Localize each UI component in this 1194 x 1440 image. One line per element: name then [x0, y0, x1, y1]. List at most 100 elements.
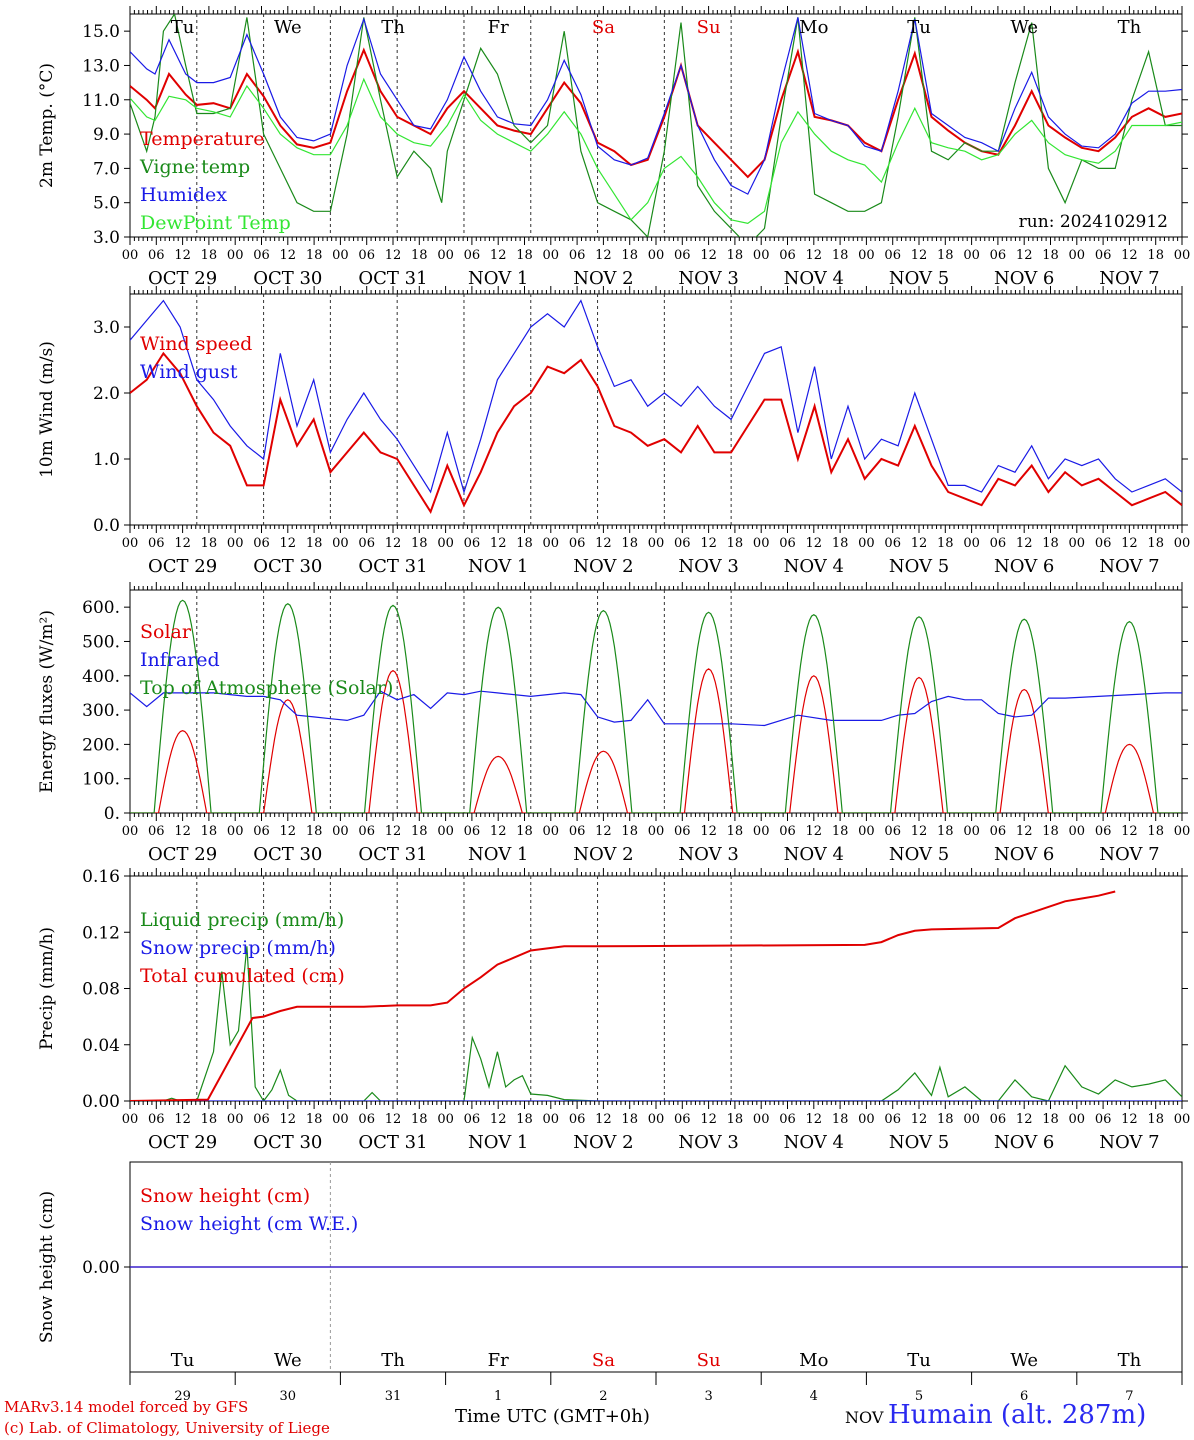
hour-tick-label: 00	[963, 536, 980, 551]
hour-tick-label: 12	[490, 248, 507, 263]
hour-tick-label: 00	[963, 248, 980, 263]
hour-tick-label: 18	[937, 248, 954, 263]
series-line-solar	[130, 668, 1182, 813]
hour-tick-label: 00	[437, 824, 454, 839]
hour-tick-label: 00	[1069, 824, 1086, 839]
hour-tick-label: 12	[174, 1112, 191, 1127]
hour-tick-label: 00	[858, 824, 875, 839]
hour-tick-label: 12	[1121, 536, 1138, 551]
hour-tick-label: 18	[621, 824, 638, 839]
hour-tick-label: 18	[201, 1112, 218, 1127]
y-tick-label: 500.	[82, 632, 120, 652]
weekday-label: Su	[697, 17, 721, 38]
hour-tick-label: 12	[1016, 1112, 1033, 1127]
hour-tick-label: 12	[174, 248, 191, 263]
hour-tick-label: 06	[674, 248, 691, 263]
hour-tick-label: 00	[332, 1112, 349, 1127]
panel-4: 00 06 12 18 OCT 29 00 06 12 18 OCT 30 00 06 12 18 OCT …	[37, 867, 1190, 1153]
date-label: NOV 5	[889, 1132, 949, 1153]
y-tick-label: 13.0	[82, 56, 120, 76]
hour-tick-label: 06	[253, 824, 270, 839]
y-tick-label: 300.	[82, 701, 120, 721]
y-tick-label: 15.0	[82, 22, 120, 42]
y-tick-label: 0.00	[82, 1092, 120, 1112]
hour-tick-label: 18	[1042, 248, 1059, 263]
hour-tick-label: 18	[937, 824, 954, 839]
date-label: NOV 7	[1099, 1132, 1159, 1153]
hour-tick-label: 18	[201, 536, 218, 551]
hour-tick-label: 06	[148, 248, 165, 263]
hour-tick-label: 12	[700, 248, 717, 263]
day-number: 7	[1125, 1389, 1133, 1404]
day-number: 29	[174, 1389, 191, 1404]
hour-tick-label: 00	[543, 248, 560, 263]
date-label: OCT 30	[253, 556, 322, 577]
hour-tick-label: 00	[543, 824, 560, 839]
hour-tick-label: 06	[358, 824, 375, 839]
weekday-label: Sa	[592, 1350, 615, 1371]
hour-tick-label: 00	[648, 824, 665, 839]
y-tick-label: 0.00	[82, 1258, 120, 1278]
hour-tick-label: 00	[648, 248, 665, 263]
hour-tick-label: 12	[595, 248, 612, 263]
y-tick-label: 3.0	[93, 318, 120, 338]
hour-tick-label: 18	[201, 248, 218, 263]
hour-tick-label: 18	[727, 536, 744, 551]
y-tick-label: 0.0	[93, 516, 120, 536]
legend-entry: Wind gust	[140, 361, 238, 383]
hour-tick-label: 18	[306, 248, 323, 263]
y-tick-label: 7.0	[93, 159, 120, 179]
weekday-label: Tu	[907, 1350, 931, 1371]
y-axis-label: Precip (mm/h)	[37, 927, 57, 1050]
hour-tick-label: 00	[753, 824, 770, 839]
series-line-temperature	[130, 47, 1182, 179]
hour-tick-label: 06	[990, 1112, 1007, 1127]
legend-entry: Wind speed	[140, 333, 252, 355]
day-number: 30	[280, 1389, 297, 1404]
date-label: NOV 4	[784, 556, 844, 577]
legend-entry: Total cumulated (cm)	[140, 965, 345, 987]
hour-tick-label: 00	[437, 536, 454, 551]
weekday-label: Sa	[592, 17, 615, 38]
date-label: OCT 30	[253, 844, 322, 865]
hour-tick-label: 06	[253, 248, 270, 263]
hour-tick-label: 06	[884, 536, 901, 551]
hour-tick-label: 00	[1174, 536, 1191, 551]
hour-tick-label: 00	[227, 248, 244, 263]
hour-tick-label: 06	[358, 536, 375, 551]
date-label: OCT 29	[148, 844, 217, 865]
hour-tick-label: 18	[621, 248, 638, 263]
legend-entry: Snow precip (mm/h)	[140, 937, 336, 959]
legend-entry: DewPoint Temp	[140, 212, 291, 234]
hour-tick-label: 00	[1174, 248, 1191, 263]
y-axis-label: Energy fluxes (W/m²)	[37, 610, 57, 793]
weekday-label: We	[1010, 17, 1038, 38]
hour-tick-label: 12	[1121, 824, 1138, 839]
hour-tick-label: 06	[674, 824, 691, 839]
hour-tick-label: 12	[174, 824, 191, 839]
run-label: run: 2024102912	[1019, 212, 1168, 232]
date-label: NOV 7	[1099, 268, 1159, 289]
panel-5: 0.00 Snow height (cm) Snow height (cm) Snow…	[37, 1161, 1188, 1373]
hour-tick-label: 18	[306, 824, 323, 839]
hour-tick-label: 06	[1095, 1112, 1112, 1127]
weekday-label: Th	[1118, 1350, 1142, 1371]
legend-entry: Liquid precip (mm/h)	[140, 909, 344, 931]
hour-tick-label: 06	[779, 248, 796, 263]
hour-tick-label: 00	[753, 1112, 770, 1127]
hour-tick-label: 12	[385, 248, 402, 263]
plot-frame	[129, 589, 1183, 814]
hour-tick-label: 00	[227, 536, 244, 551]
hour-tick-label: 06	[464, 536, 481, 551]
y-tick-label: 0.04	[82, 1036, 120, 1056]
day-number: 5	[915, 1389, 923, 1404]
panel-3: 00 06 12 18 OCT 29 00 06 12 18 OCT 30 00 06 12 18 OCT …	[37, 582, 1190, 865]
hour-tick-label: 00	[122, 1112, 139, 1127]
plot-frame	[129, 293, 1183, 526]
legend-entry: Humidex	[140, 184, 227, 206]
hour-tick-label: 18	[516, 536, 533, 551]
hour-tick-label: 18	[832, 824, 849, 839]
hour-tick-label: 18	[727, 1112, 744, 1127]
date-label: NOV 2	[573, 556, 633, 577]
hour-tick-label: 00	[963, 824, 980, 839]
